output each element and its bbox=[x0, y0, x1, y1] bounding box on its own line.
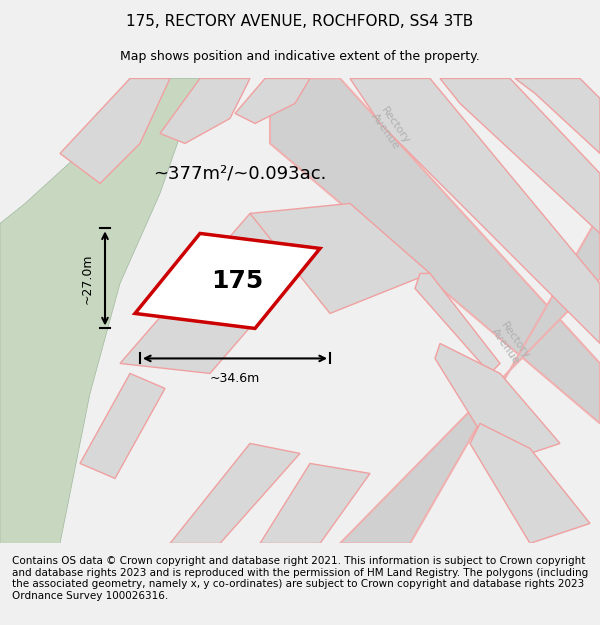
Polygon shape bbox=[120, 213, 340, 373]
Text: 175: 175 bbox=[211, 269, 263, 293]
Text: ~377m²/~0.093ac.: ~377m²/~0.093ac. bbox=[154, 164, 326, 182]
Text: ~34.6m: ~34.6m bbox=[210, 372, 260, 385]
Polygon shape bbox=[260, 464, 370, 543]
Polygon shape bbox=[470, 424, 590, 543]
Text: Rectory
Avenue: Rectory Avenue bbox=[369, 105, 411, 152]
Text: Map shows position and indicative extent of the property.: Map shows position and indicative extent… bbox=[120, 50, 480, 62]
Polygon shape bbox=[350, 78, 600, 344]
Polygon shape bbox=[160, 78, 250, 143]
Polygon shape bbox=[440, 78, 600, 233]
Polygon shape bbox=[415, 274, 500, 373]
Polygon shape bbox=[135, 233, 320, 329]
Text: 175, RECTORY AVENUE, ROCHFORD, SS4 3TB: 175, RECTORY AVENUE, ROCHFORD, SS4 3TB bbox=[127, 14, 473, 29]
Polygon shape bbox=[80, 373, 165, 479]
Polygon shape bbox=[170, 444, 300, 543]
Polygon shape bbox=[235, 78, 310, 124]
Polygon shape bbox=[60, 78, 170, 184]
Polygon shape bbox=[270, 78, 600, 424]
Polygon shape bbox=[250, 204, 430, 314]
Polygon shape bbox=[435, 344, 560, 464]
Polygon shape bbox=[0, 78, 200, 543]
Text: Rectory
Avenue: Rectory Avenue bbox=[489, 320, 531, 367]
Text: ~27.0m: ~27.0m bbox=[80, 253, 94, 304]
Polygon shape bbox=[515, 78, 600, 153]
Polygon shape bbox=[340, 213, 600, 543]
Text: Contains OS data © Crown copyright and database right 2021. This information is : Contains OS data © Crown copyright and d… bbox=[12, 556, 588, 601]
